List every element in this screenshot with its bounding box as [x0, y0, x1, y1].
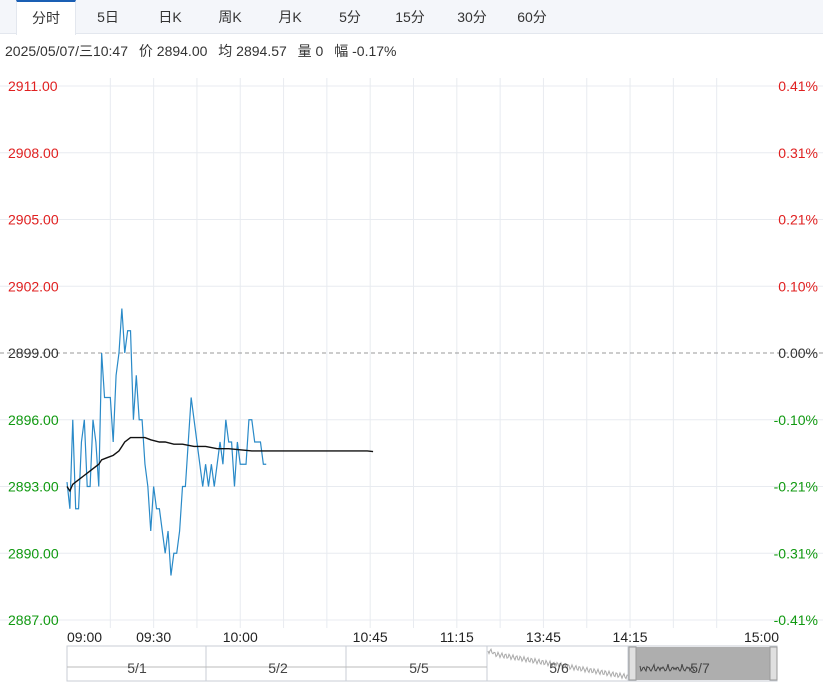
- chart-grid: [0, 78, 823, 628]
- percent-tick-label: -0.21%: [774, 479, 818, 495]
- quote-info-bar: 2025/05/07/三10:47 价 2894.00 均 2894.57 量 …: [5, 41, 404, 61]
- price-tick-label: 2887.00: [8, 612, 59, 628]
- tab-intraday[interactable]: 分时: [16, 0, 76, 35]
- navigator-day-label: 5/6: [549, 660, 569, 676]
- time-tick-label: 13:45: [526, 629, 561, 645]
- time-tick-label: 11:15: [440, 629, 474, 645]
- time-tick-label: 09:30: [136, 629, 171, 645]
- tab-30min[interactable]: 30分: [457, 9, 487, 25]
- navigator-trace: [487, 648, 628, 680]
- price-tick-label: 2908.00: [8, 145, 59, 161]
- quote-change: 幅 -0.17%: [334, 43, 397, 59]
- time-tick-label: 14:15: [613, 629, 648, 645]
- quote-price: 价 2894.00: [138, 43, 208, 59]
- period-tabs: 分时 5日 日K 周K 月K 5分 15分 30分 60分: [0, 0, 823, 35]
- percent-tick-label: -0.31%: [774, 545, 818, 561]
- price-tick-label: 2893.00: [8, 479, 59, 495]
- tab-15min[interactable]: 15分: [395, 9, 425, 25]
- percent-axis-labels: 0.41% 0.31% 0.21% 0.10% 0.00% -0.10% -0.21% -0.…: [774, 78, 818, 628]
- price-tick-label: 2911.00: [8, 78, 58, 94]
- navigator-selection: [636, 647, 770, 680]
- tab-60min[interactable]: 60分: [517, 9, 547, 25]
- range-navigator[interactable]: 5/1 5/2 5/5 5/6 5/7: [66, 645, 778, 682]
- percent-tick-label: 0.31%: [778, 145, 818, 161]
- navigator-day-label: 5/5: [409, 660, 429, 676]
- navigator-handle-left: [628, 646, 637, 681]
- percent-tick-label: -0.41%: [774, 612, 818, 628]
- navigator-selected-trace: [639, 663, 696, 673]
- percent-tick-label: 0.10%: [778, 278, 818, 294]
- tab-monthly-k[interactable]: 月K: [278, 9, 302, 25]
- time-tick-label: 15:00: [744, 629, 779, 645]
- price-tick-label: 2902.00: [8, 278, 59, 294]
- navigator-day-label: 5/2: [268, 660, 288, 676]
- price-tick-label: 2899.00: [8, 345, 59, 361]
- percent-tick-label: -0.10%: [774, 412, 818, 428]
- price-tick-label: 2905.00: [8, 212, 59, 228]
- quote-datetime: 2025/05/07/三10:47: [5, 43, 128, 59]
- percent-tick-label: 0.00%: [778, 345, 818, 361]
- navigator-day-label: 5/7: [690, 660, 710, 676]
- tab-5day[interactable]: 5日: [97, 9, 119, 25]
- price-axis-labels: 2911.00 2908.00 2905.00 2902.00 2899.00 2896.…: [8, 78, 59, 628]
- price-line: [66, 308, 267, 576]
- tab-5min[interactable]: 5分: [339, 9, 361, 25]
- average-price-line: [66, 436, 374, 493]
- time-axis-labels: 09:00 09:30 10:00 10:45 11:15 13:45 14:15 15:00: [67, 629, 779, 645]
- quote-volume: 量 0: [297, 43, 324, 59]
- navigator-day-label: 5/1: [127, 660, 147, 676]
- time-tick-label: 09:00: [67, 629, 102, 645]
- navigator-handle-right: [769, 646, 778, 681]
- time-tick-label: 10:45: [353, 629, 388, 645]
- quote-average: 均 2894.57: [218, 43, 287, 59]
- price-tick-label: 2890.00: [8, 545, 59, 561]
- time-tick-label: 10:00: [223, 629, 258, 645]
- percent-tick-label: 0.41%: [778, 78, 818, 94]
- percent-tick-label: 0.21%: [778, 212, 818, 228]
- tab-daily-k[interactable]: 日K: [158, 9, 182, 25]
- price-tick-label: 2896.00: [8, 412, 59, 428]
- tab-weekly-k[interactable]: 周K: [218, 9, 242, 25]
